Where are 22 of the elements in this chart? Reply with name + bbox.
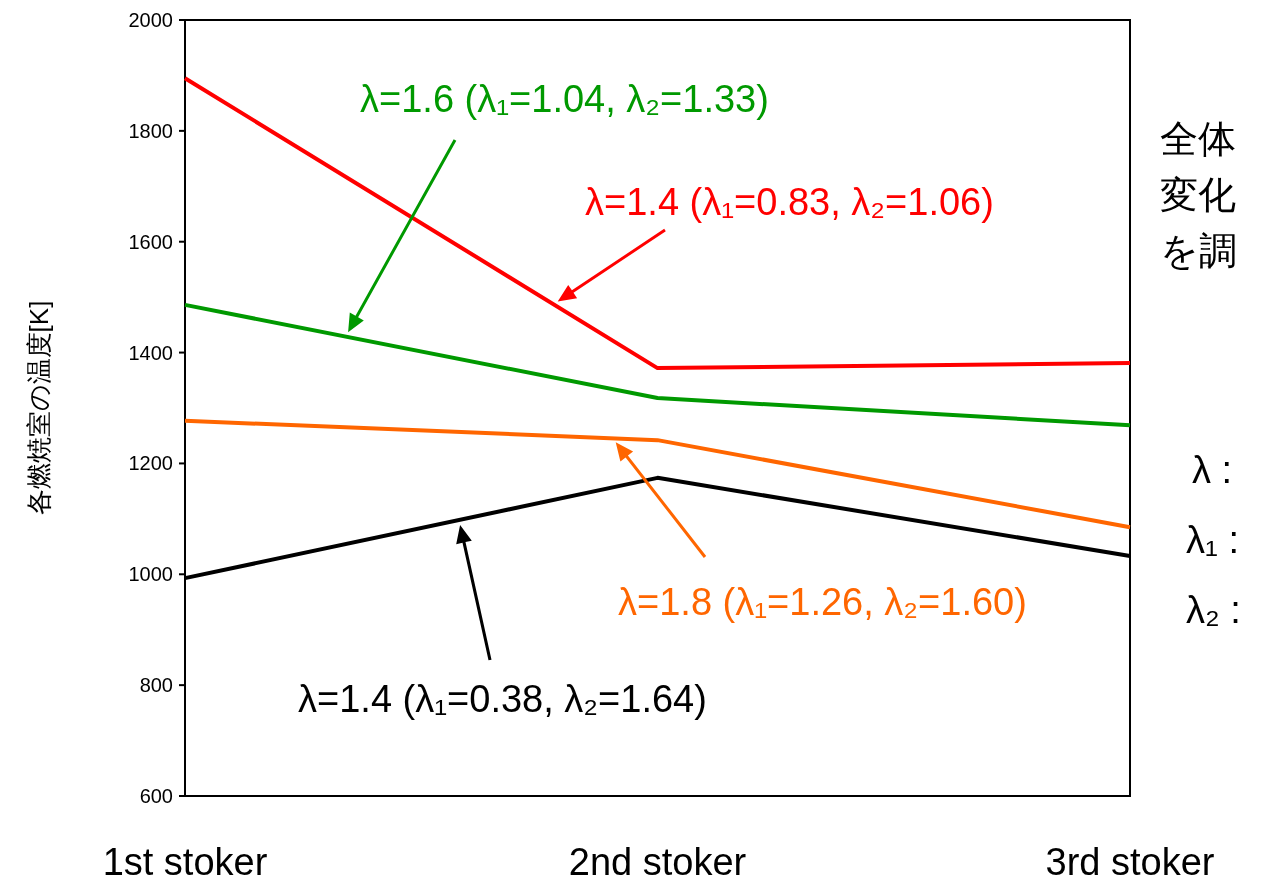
y-axis-title: 各燃焼室の温度[K] <box>24 300 54 516</box>
annotation: λ=1.4 (λ₁=0.38, λ₂=1.64) <box>298 678 707 720</box>
y-tick-label: 1400 <box>128 341 173 364</box>
text: λ₁ : <box>1186 519 1239 561</box>
text: 変化 <box>1160 174 1236 216</box>
x-tick-label: 1st stoker <box>102 841 268 883</box>
y-tick-label: 800 <box>139 674 173 697</box>
annotation: λ=1.4 (λ₁=0.83, λ₂=1.06) <box>585 181 994 223</box>
y-tick-label: 2000 <box>128 9 173 31</box>
text: 全体 <box>1160 118 1236 160</box>
x-tick-label: 3rd stoker <box>1045 841 1215 883</box>
y-tick-label: 1800 <box>128 119 173 142</box>
text: λ : <box>1192 449 1233 491</box>
text: を調 <box>1160 230 1237 272</box>
y-tick-label: 600 <box>139 785 173 807</box>
annotation: λ=1.6 (λ₁=1.04, λ₂=1.33) <box>360 78 769 120</box>
y-tick-label: 1600 <box>128 230 173 253</box>
y-tick-label: 1200 <box>128 452 173 475</box>
annotation: λ=1.8 (λ₁=1.26, λ₂=1.60) <box>618 581 1027 623</box>
text: λ₂ : <box>1186 589 1241 631</box>
y-tick-label: 1000 <box>128 563 173 586</box>
x-tick-label: 2nd stoker <box>568 841 747 883</box>
